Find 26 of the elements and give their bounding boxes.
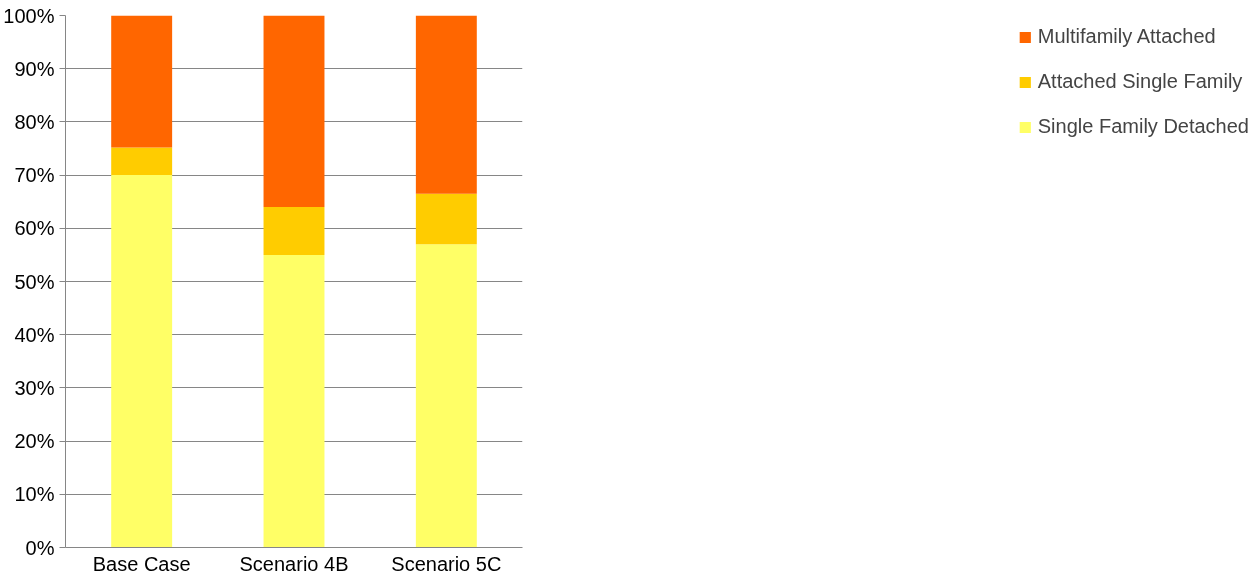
bar [111, 15, 173, 148]
bar [263, 207, 325, 255]
bar [111, 147, 173, 176]
bar [415, 244, 477, 548]
y-tick-label: 50% [14, 270, 55, 293]
legend-label: Multifamily Attached [1037, 25, 1216, 48]
y-tick-label: 30% [14, 376, 55, 399]
legend-label: Attached Single Family [1037, 70, 1243, 93]
bar [111, 175, 173, 548]
x-tick-label: Base Case [92, 552, 191, 575]
x-tick-label: Scenario 4B [239, 552, 349, 575]
y-tick-label: 20% [14, 430, 55, 453]
legend-label: Single Family Detached [1037, 115, 1249, 138]
x-tick-label: Scenario 5C [391, 552, 502, 575]
y-tick-label: 80% [14, 110, 55, 133]
y-tick-label: 100% [3, 4, 55, 27]
y-tick-label: 90% [14, 57, 55, 80]
bar [415, 193, 477, 245]
y-tick-label: 10% [14, 483, 55, 506]
y-tick-label: 60% [14, 217, 55, 240]
y-tick-label: 40% [14, 323, 55, 346]
bar [415, 15, 477, 194]
bar [263, 15, 325, 208]
y-tick-label: 0% [25, 536, 55, 559]
y-tick-label: 70% [14, 164, 55, 187]
bar [263, 254, 325, 548]
